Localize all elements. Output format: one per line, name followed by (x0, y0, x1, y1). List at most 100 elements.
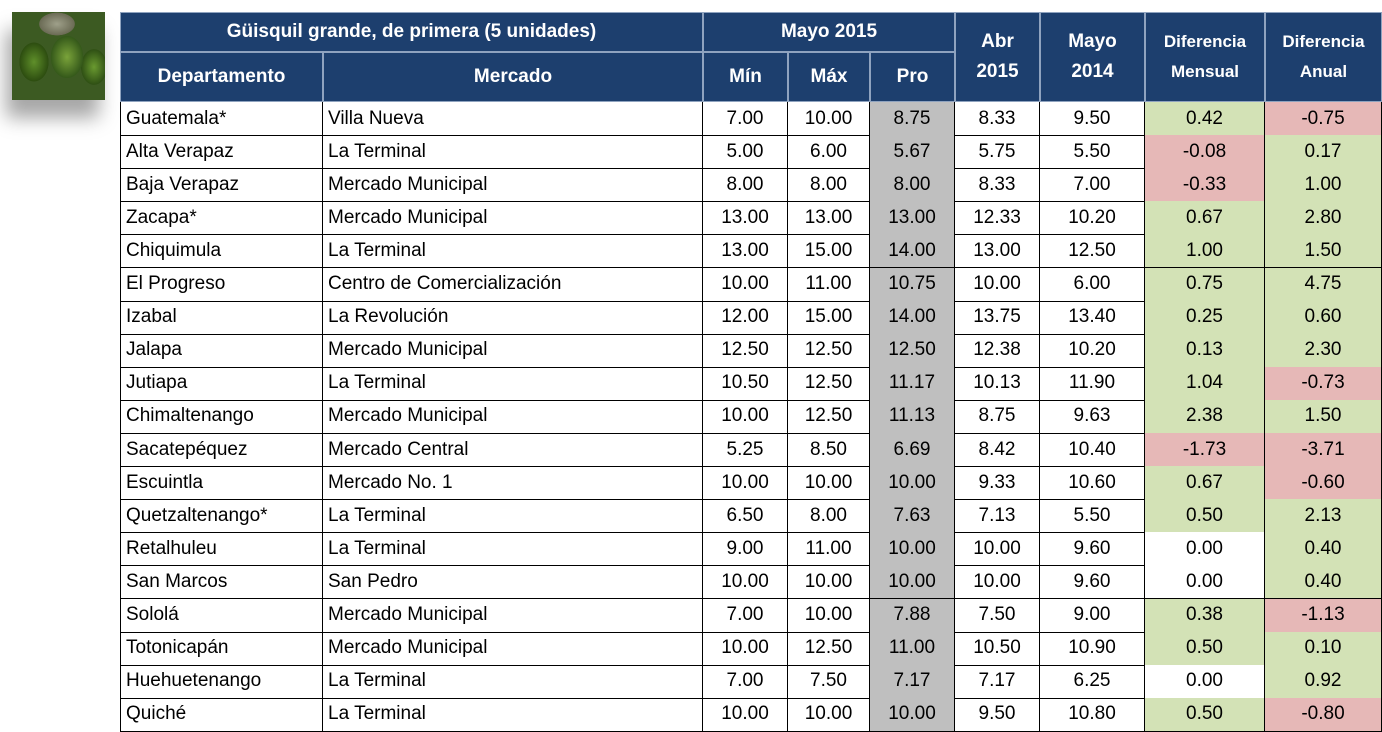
number-cell: 7.17 (955, 664, 1040, 699)
number-cell: 10.00 (788, 102, 870, 137)
number-cell: 14.00 (870, 234, 955, 269)
number-cell: 12.50 (788, 631, 870, 666)
number-cell: 10.40 (1040, 433, 1145, 468)
text-cell: La Terminal (323, 499, 703, 534)
text-cell: Guatemala* (120, 102, 323, 137)
number-cell: 10.75 (870, 267, 955, 302)
number-cell: 0.92 (1265, 664, 1382, 699)
number-cell: 7.50 (955, 598, 1040, 633)
number-cell: 7.00 (703, 102, 788, 137)
text-cell: El Progreso (120, 267, 323, 302)
number-cell: 0.38 (1145, 598, 1265, 633)
number-cell: 10.00 (788, 466, 870, 501)
number-cell: 7.88 (870, 598, 955, 633)
column-header-text: Pro (896, 66, 929, 87)
number-cell: 0.00 (1145, 565, 1265, 600)
number-cell: 10.00 (955, 267, 1040, 302)
text-cell: Totonicapán (120, 631, 323, 666)
column-header: Departamento (120, 52, 323, 102)
number-cell: 6.00 (1040, 267, 1145, 302)
number-cell: 1.00 (1265, 168, 1382, 203)
text-cell: Mercado Municipal (323, 631, 703, 666)
text-cell: La Revolución (323, 300, 703, 335)
number-cell: -0.75 (1265, 102, 1382, 137)
number-cell: 0.42 (1145, 102, 1265, 137)
number-cell: 8.42 (955, 433, 1040, 468)
number-cell: 0.25 (1145, 300, 1265, 335)
column-header: Pro (870, 52, 955, 102)
number-cell: 8.50 (788, 433, 870, 468)
number-cell: 0.13 (1145, 333, 1265, 368)
text-cell: Chimaltenango (120, 399, 323, 434)
number-cell: 8.75 (870, 102, 955, 137)
text-cell: Centro de Comercialización (323, 267, 703, 302)
number-cell: -0.08 (1145, 135, 1265, 170)
number-cell: 10.60 (1040, 466, 1145, 501)
text-cell: Mercado Central (323, 433, 703, 468)
number-cell: 7.13 (955, 499, 1040, 534)
number-cell: 7.63 (870, 499, 955, 534)
text-cell: Quetzaltenango* (120, 499, 323, 534)
column-header-text: Anual (1299, 62, 1348, 81)
text-cell: Retalhuleu (120, 532, 323, 567)
number-cell: 13.00 (788, 201, 870, 236)
number-cell: 9.60 (1040, 532, 1145, 567)
number-cell: 12.50 (870, 333, 955, 368)
text-cell: La Terminal (323, 532, 703, 567)
text-cell: Izabal (120, 300, 323, 335)
number-cell: -0.33 (1145, 168, 1265, 203)
number-cell: 10.00 (870, 697, 955, 732)
column-header: Mercado (323, 52, 703, 102)
number-cell: 0.50 (1145, 697, 1265, 732)
number-cell: 0.50 (1145, 631, 1265, 666)
number-cell: 12.38 (955, 333, 1040, 368)
number-cell: 1.50 (1265, 399, 1382, 434)
number-cell: 9.50 (955, 697, 1040, 732)
number-cell: 10.00 (703, 697, 788, 732)
number-cell: 10.00 (703, 631, 788, 666)
number-cell: 7.00 (703, 598, 788, 633)
number-cell: 1.50 (1265, 234, 1382, 269)
number-cell: 0.67 (1145, 201, 1265, 236)
number-cell: 12.50 (788, 366, 870, 401)
number-cell: -3.71 (1265, 433, 1382, 468)
column-header-text: Diferencia (1282, 32, 1365, 51)
number-cell: 0.17 (1265, 135, 1382, 170)
number-cell: 7.17 (870, 664, 955, 699)
number-cell: 12.50 (1040, 234, 1145, 269)
number-cell: 4.75 (1265, 267, 1382, 302)
number-cell: 12.50 (788, 333, 870, 368)
column-header-text: Departamento (157, 66, 286, 87)
number-cell: 1.00 (1145, 234, 1265, 269)
number-cell: 9.33 (955, 466, 1040, 501)
text-cell: La Terminal (323, 234, 703, 269)
number-cell: 5.50 (1040, 499, 1145, 534)
number-cell: 10.00 (870, 466, 955, 501)
text-cell: La Terminal (323, 135, 703, 170)
number-cell: 15.00 (788, 234, 870, 269)
column-header-text: 2015 (976, 61, 1019, 82)
column-header-text: Mensual (1170, 62, 1240, 81)
number-cell: 0.40 (1265, 532, 1382, 567)
table-title: Güisquil grande, de primera (5 unidades) (120, 12, 703, 52)
number-cell: 10.00 (703, 565, 788, 600)
number-cell: 13.40 (1040, 300, 1145, 335)
number-cell: 0.00 (1145, 532, 1265, 567)
number-cell: 8.33 (955, 168, 1040, 203)
number-cell: 10.90 (1040, 631, 1145, 666)
number-cell: 0.40 (1265, 565, 1382, 600)
number-cell: 5.67 (870, 135, 955, 170)
number-cell: 12.00 (703, 300, 788, 335)
number-cell: 10.00 (703, 466, 788, 501)
number-cell: 6.50 (703, 499, 788, 534)
number-cell: -0.80 (1265, 697, 1382, 732)
number-cell: 8.00 (870, 168, 955, 203)
text-cell: La Terminal (323, 366, 703, 401)
number-cell: 5.75 (955, 135, 1040, 170)
text-cell: Mercado No. 1 (323, 466, 703, 501)
product-photo (12, 12, 105, 100)
number-cell: 2.38 (1145, 399, 1265, 434)
column-header: Mayo 2014 (1040, 12, 1145, 102)
number-cell: 2.13 (1265, 499, 1382, 534)
text-cell: Alta Verapaz (120, 135, 323, 170)
